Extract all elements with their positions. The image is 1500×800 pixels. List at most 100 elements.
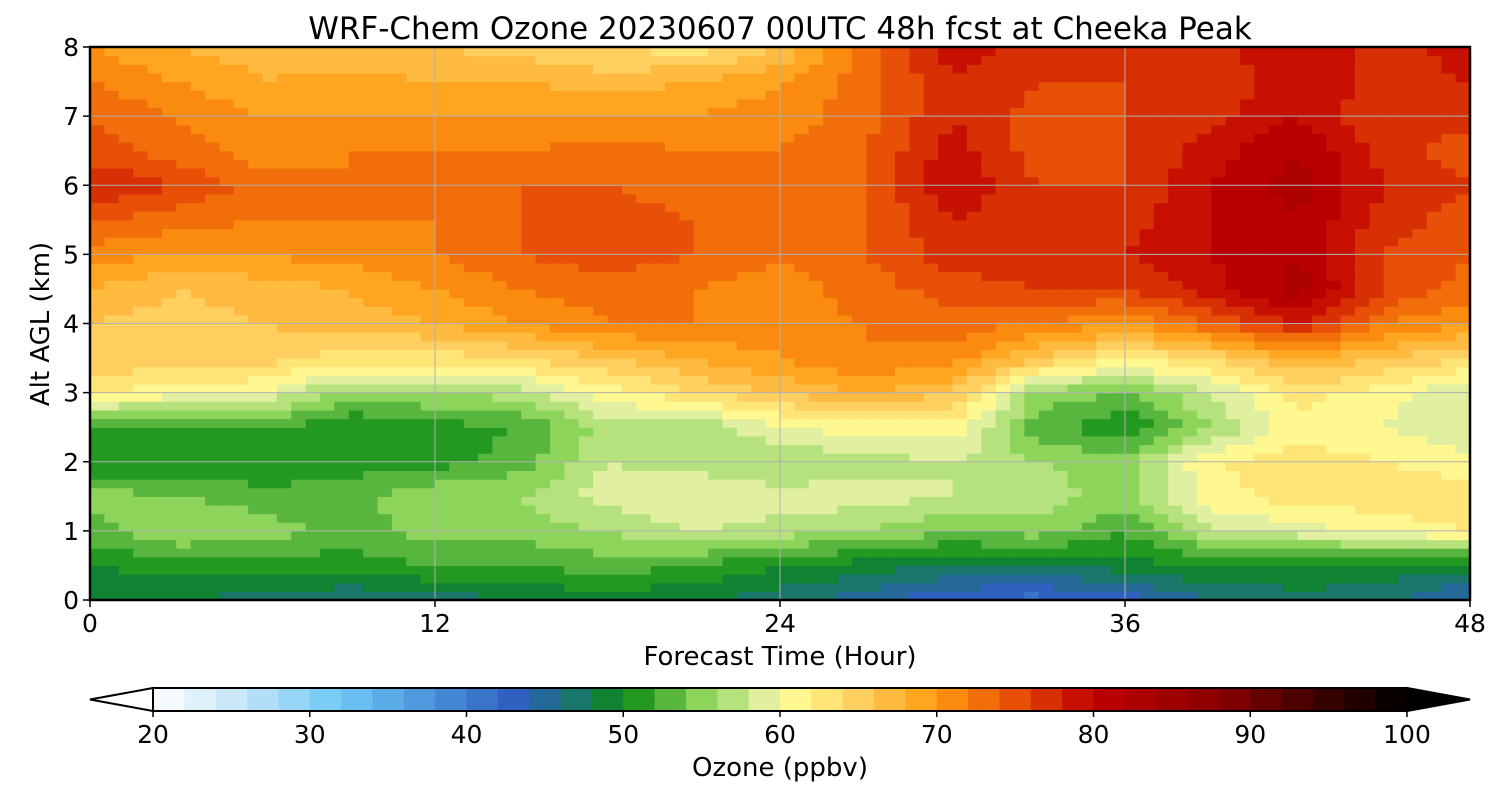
heatmap-cell xyxy=(276,332,292,342)
heatmap-cell xyxy=(636,522,652,532)
heatmap-cell xyxy=(521,306,537,316)
heatmap-cell xyxy=(1426,314,1442,325)
heatmap-cell xyxy=(1010,263,1025,273)
heatmap-cell xyxy=(736,228,752,238)
heatmap-cell xyxy=(650,435,666,446)
heatmap-cell xyxy=(593,556,609,567)
heatmap-cell xyxy=(492,539,508,549)
heatmap-cell xyxy=(1441,167,1457,178)
heatmap-cell xyxy=(794,366,810,376)
heatmap-cell xyxy=(593,271,609,281)
heatmap-cell xyxy=(650,271,666,281)
heatmap-cell xyxy=(1455,159,1471,169)
heatmap-cell xyxy=(1168,366,1184,376)
heatmap-cell xyxy=(133,150,149,160)
heatmap-cell xyxy=(391,332,407,342)
heatmap-cell xyxy=(938,271,954,281)
heatmap-cell xyxy=(463,297,479,307)
heatmap-cell xyxy=(406,487,422,497)
heatmap-cell xyxy=(219,383,235,394)
heatmap-cell xyxy=(1038,306,1054,316)
heatmap-cell xyxy=(1426,513,1442,523)
heatmap-cell xyxy=(1412,332,1428,342)
heatmap-cell xyxy=(147,556,163,567)
heatmap-cell xyxy=(478,418,494,428)
heatmap-cell xyxy=(420,245,436,255)
heatmap-cell xyxy=(219,211,235,221)
heatmap-cell xyxy=(334,366,350,376)
heatmap-cell xyxy=(348,444,364,454)
heatmap-cell xyxy=(693,556,709,567)
heatmap-cell xyxy=(1254,314,1270,325)
heatmap-cell xyxy=(406,219,422,230)
heatmap-cell xyxy=(578,504,594,515)
heatmap-cell xyxy=(1038,565,1054,575)
heatmap-cell xyxy=(334,435,350,446)
heatmap-cell xyxy=(161,582,177,592)
heatmap-cell xyxy=(1383,444,1399,454)
heatmap-cell xyxy=(1081,375,1097,385)
heatmap-cell xyxy=(118,358,134,368)
heatmap-cell xyxy=(564,582,580,592)
heatmap-cell xyxy=(1254,513,1270,523)
heatmap-cell xyxy=(219,522,235,532)
heatmap-cell xyxy=(1038,496,1054,506)
heatmap-cell xyxy=(679,427,695,437)
heatmap-cell xyxy=(1081,582,1097,592)
heatmap-cell xyxy=(1369,530,1385,541)
heatmap-cell xyxy=(794,522,810,532)
heatmap-cell xyxy=(1024,323,1040,333)
heatmap-cell xyxy=(506,228,522,238)
heatmap-cell xyxy=(909,332,925,342)
heatmap-cell xyxy=(708,358,724,368)
heatmap-cell xyxy=(1010,435,1025,446)
heatmap-cell xyxy=(1268,427,1284,437)
heatmap-cell xyxy=(550,366,565,376)
heatmap-cell xyxy=(966,306,982,316)
heatmap-cell xyxy=(521,383,537,394)
heatmap-cell xyxy=(1369,332,1385,342)
heatmap-cell xyxy=(1340,159,1356,169)
heatmap-cell xyxy=(205,565,220,575)
heatmap-cell xyxy=(808,582,824,592)
heatmap-cell xyxy=(679,496,695,506)
heatmap-cell xyxy=(1369,487,1385,497)
heatmap-cell xyxy=(564,418,580,428)
heatmap-cell xyxy=(895,513,910,523)
heatmap-cell xyxy=(909,513,925,523)
heatmap-cell xyxy=(808,271,824,281)
heatmap-cell xyxy=(1096,392,1112,402)
heatmap-cell xyxy=(1355,435,1370,446)
heatmap-cell xyxy=(1038,556,1054,567)
heatmap-cell xyxy=(578,556,594,567)
heatmap-cell xyxy=(1326,401,1342,411)
heatmap-cell xyxy=(291,444,307,454)
heatmap-cell xyxy=(320,358,335,368)
heatmap-cell xyxy=(391,228,407,238)
heatmap-cell xyxy=(1053,358,1069,368)
heatmap-cell xyxy=(176,176,192,186)
heatmap-cell xyxy=(1096,548,1112,558)
heatmap-cell xyxy=(1383,185,1399,195)
heatmap-cell xyxy=(1081,479,1097,489)
heatmap-cell xyxy=(650,150,666,160)
heatmap-cell xyxy=(305,193,321,204)
heatmap-cell xyxy=(133,496,149,506)
heatmap-cell xyxy=(780,522,795,532)
heatmap-cell xyxy=(708,427,724,437)
heatmap-cell xyxy=(837,332,853,342)
heatmap-cell xyxy=(650,375,666,385)
heatmap-cell xyxy=(262,409,278,420)
heatmap-cell xyxy=(1125,375,1140,385)
heatmap-cell xyxy=(679,202,695,212)
heatmap-cell xyxy=(1369,228,1385,238)
heatmap-cell xyxy=(550,530,565,541)
heatmap-cell xyxy=(1412,574,1428,584)
heatmap-cell xyxy=(837,487,853,497)
heatmap-cell xyxy=(1196,591,1212,601)
heatmap-cell xyxy=(1441,306,1457,316)
heatmap-cell xyxy=(1326,487,1342,497)
heatmap-cell xyxy=(1211,288,1227,299)
heatmap-cell xyxy=(506,496,522,506)
heatmap-cell xyxy=(1067,375,1083,385)
